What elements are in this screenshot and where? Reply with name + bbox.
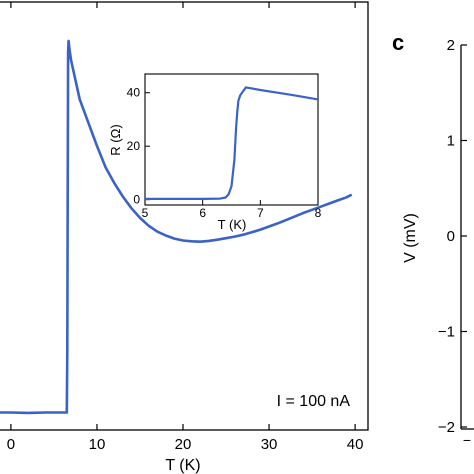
panel-c-x-tick-label: − [463, 432, 471, 448]
inset-y-tick-label: 40 [127, 86, 141, 100]
inset-y-tick-label: 0 [133, 193, 140, 207]
current-annotation: I = 100 nA [277, 393, 351, 410]
inset-ticks: 5 6 7 8 0 20 40 [127, 86, 322, 220]
inset-x-tick-label: 7 [257, 206, 264, 220]
panel-c-y-ticks: −2 −1 0 1 2 [438, 37, 467, 436]
inset-x-axis-label: T (K) [218, 217, 247, 232]
inset-data-line [145, 86, 319, 200]
main-x-tick-label: 0 [7, 436, 15, 453]
main-x-tick-label: 30 [261, 436, 278, 453]
main-panel: 0 10 20 30 40 I = 100 nA T (K) [0, 1, 369, 474]
main-x-ticks: 0 10 20 30 40 [7, 2, 364, 453]
panel-c-y-tick-label: −1 [438, 324, 455, 341]
panel-c: c −2 −1 0 1 2 − V (mV) [392, 30, 474, 448]
inset-x-tick-label: 8 [315, 206, 322, 220]
main-plot-frame [0, 1, 369, 431]
panel-c-y-tick-label: 0 [447, 228, 455, 245]
inset-panel: 5 6 7 8 0 20 40 R (Ω) T (K) [108, 73, 322, 232]
panel-c-y-axis-label: V (mV) [402, 213, 419, 263]
main-x-tick-label: 20 [175, 436, 192, 453]
main-x-axis-label: T (K) [165, 457, 200, 474]
inset-x-tick-label: 6 [199, 206, 206, 220]
panel-c-y-tick-label: 2 [447, 37, 455, 54]
main-data-line [0, 39, 353, 415]
panel-c-y-tick-label: −2 [438, 419, 455, 436]
inset-x-tick-label: 5 [142, 206, 149, 220]
main-x-tick-label: 40 [347, 436, 364, 453]
panel-c-label: c [392, 30, 404, 55]
main-x-tick-label: 10 [89, 436, 106, 453]
inset-y-axis-label: R (Ω) [108, 124, 123, 155]
panel-c-y-tick-label: 1 [447, 133, 455, 150]
inset-y-tick-label: 20 [127, 139, 141, 153]
